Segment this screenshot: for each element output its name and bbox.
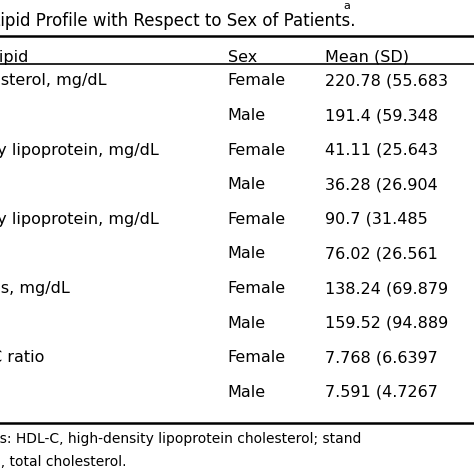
Text: 76.02 (26.561: 76.02 (26.561 [325, 246, 438, 262]
Text: Male: Male [228, 177, 265, 192]
Text: es, mg/dL: es, mg/dL [0, 281, 69, 296]
Text: Female: Female [228, 73, 286, 89]
Text: a: a [344, 1, 351, 11]
Text: 36.28 (26.904: 36.28 (26.904 [325, 177, 438, 192]
Text: Male: Male [228, 316, 265, 331]
Text: Male: Male [228, 385, 265, 400]
Text: 7.591 (4.7267: 7.591 (4.7267 [325, 385, 438, 400]
Text: Lipid: Lipid [0, 50, 29, 65]
Text: ty lipoprotein, mg/dL: ty lipoprotein, mg/dL [0, 212, 158, 227]
Text: Mean (SD): Mean (SD) [325, 50, 409, 65]
Text: 220.78 (55.683: 220.78 (55.683 [325, 73, 447, 89]
Text: 41.11 (25.643: 41.11 (25.643 [325, 143, 438, 158]
Text: ns: HDL-C, high-density lipoprotein cholesterol; stand: ns: HDL-C, high-density lipoprotein chol… [0, 432, 361, 447]
Text: Female: Female [228, 281, 286, 296]
Text: esterol, mg/dL: esterol, mg/dL [0, 73, 106, 89]
Text: Female: Female [228, 143, 286, 158]
Text: C ratio: C ratio [0, 350, 44, 365]
Text: C, total cholesterol.: C, total cholesterol. [0, 455, 126, 469]
Text: Female: Female [228, 212, 286, 227]
Text: 159.52 (94.889: 159.52 (94.889 [325, 316, 448, 331]
Text: ty lipoprotein, mg/dL: ty lipoprotein, mg/dL [0, 143, 158, 158]
Text: 90.7 (31.485: 90.7 (31.485 [325, 212, 428, 227]
Text: Male: Male [228, 246, 265, 262]
Text: 138.24 (69.879: 138.24 (69.879 [325, 281, 448, 296]
Text: 7.768 (6.6397: 7.768 (6.6397 [325, 350, 438, 365]
Text: Lipid Profile with Respect to Sex of Patients.: Lipid Profile with Respect to Sex of Pat… [0, 12, 355, 30]
Text: Male: Male [228, 108, 265, 123]
Text: 191.4 (59.348: 191.4 (59.348 [325, 108, 438, 123]
Text: Sex: Sex [228, 50, 257, 65]
Text: Female: Female [228, 350, 286, 365]
